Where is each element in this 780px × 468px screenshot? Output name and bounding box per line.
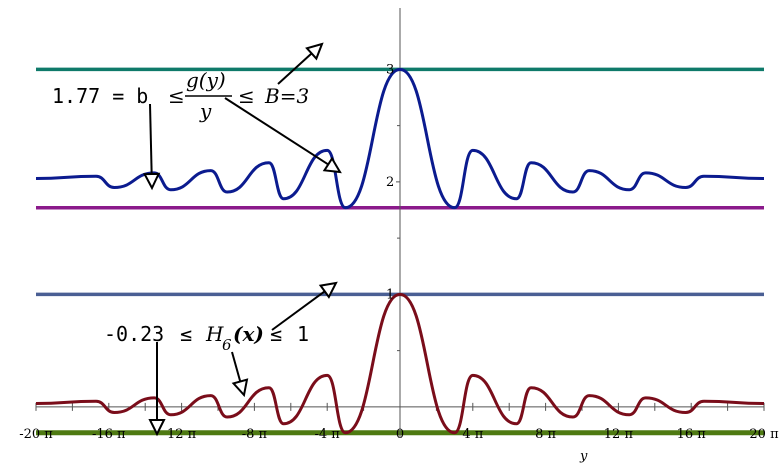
arrow-to-B — [277, 42, 324, 85]
curves — [35, 67, 765, 435]
x-tick-label: 8 π — [535, 427, 556, 442]
curve-g-over-y — [35, 67, 765, 210]
top-annotation: 1.77 = b ≤ g(y) y ≤ B=3 — [52, 68, 309, 123]
curve-H6 — [35, 292, 765, 435]
x-tick-label: -4 π — [315, 427, 341, 442]
x-tick-label: 4 π — [462, 427, 483, 442]
annotation-arrows — [143, 42, 342, 437]
y-tick-label: 2 — [386, 175, 394, 190]
bottom-annotation-leq-2: ≤ — [270, 322, 282, 346]
top-annotation-left: 1.77 = b — [52, 84, 148, 108]
bottom-annotation-right: 1 — [297, 322, 309, 346]
x-tick-label: -20 π — [19, 427, 53, 442]
x-tick-label: 0 — [396, 427, 404, 442]
bottom-annotation-arg: (x) — [233, 322, 264, 346]
x-axis-label: y — [579, 449, 588, 464]
top-annotation-numerator: g(y) — [186, 68, 226, 92]
axes — [35, 8, 765, 437]
top-annotation-leq-1: ≤ — [168, 84, 185, 108]
bottom-annotation: -0.23 ≤ H 6 (x) ≤ 1 — [104, 322, 309, 354]
bottom-annotation-left: -0.23 — [104, 322, 164, 346]
y-tick-label: 1 — [386, 287, 394, 302]
arrow-to-lower-H — [148, 342, 166, 437]
arrow-to-1 — [271, 281, 338, 331]
top-annotation-right: B=3 — [264, 84, 309, 108]
x-tick-label: 12 π — [167, 427, 197, 442]
x-tick-label: -8 π — [242, 427, 268, 442]
tick-labels: 1 2 3 -20 π -16 π 12 π -8 π -4 π 0 4 π 8 π 12 π 16 π… — [19, 62, 779, 442]
x-tick-label: 20 π — [749, 427, 779, 442]
x-tick-label: 16 π — [677, 427, 707, 442]
x-tick-label: 12 π — [604, 427, 634, 442]
bottom-annotation-H: H — [205, 322, 224, 346]
y-tick-label: 3 — [386, 62, 394, 77]
arrow-to-b — [143, 103, 161, 191]
top-annotation-leq-2: ≤ — [238, 84, 255, 108]
x-tick-label: -16 π — [92, 427, 126, 442]
top-annotation-denominator: y — [199, 99, 212, 123]
bottom-annotation-subscript: 6 — [222, 336, 232, 354]
bottom-annotation-leq-1: ≤ — [180, 322, 192, 346]
arrow-to-H6 — [231, 351, 249, 398]
arrow-to-g-over-y — [224, 97, 342, 174]
